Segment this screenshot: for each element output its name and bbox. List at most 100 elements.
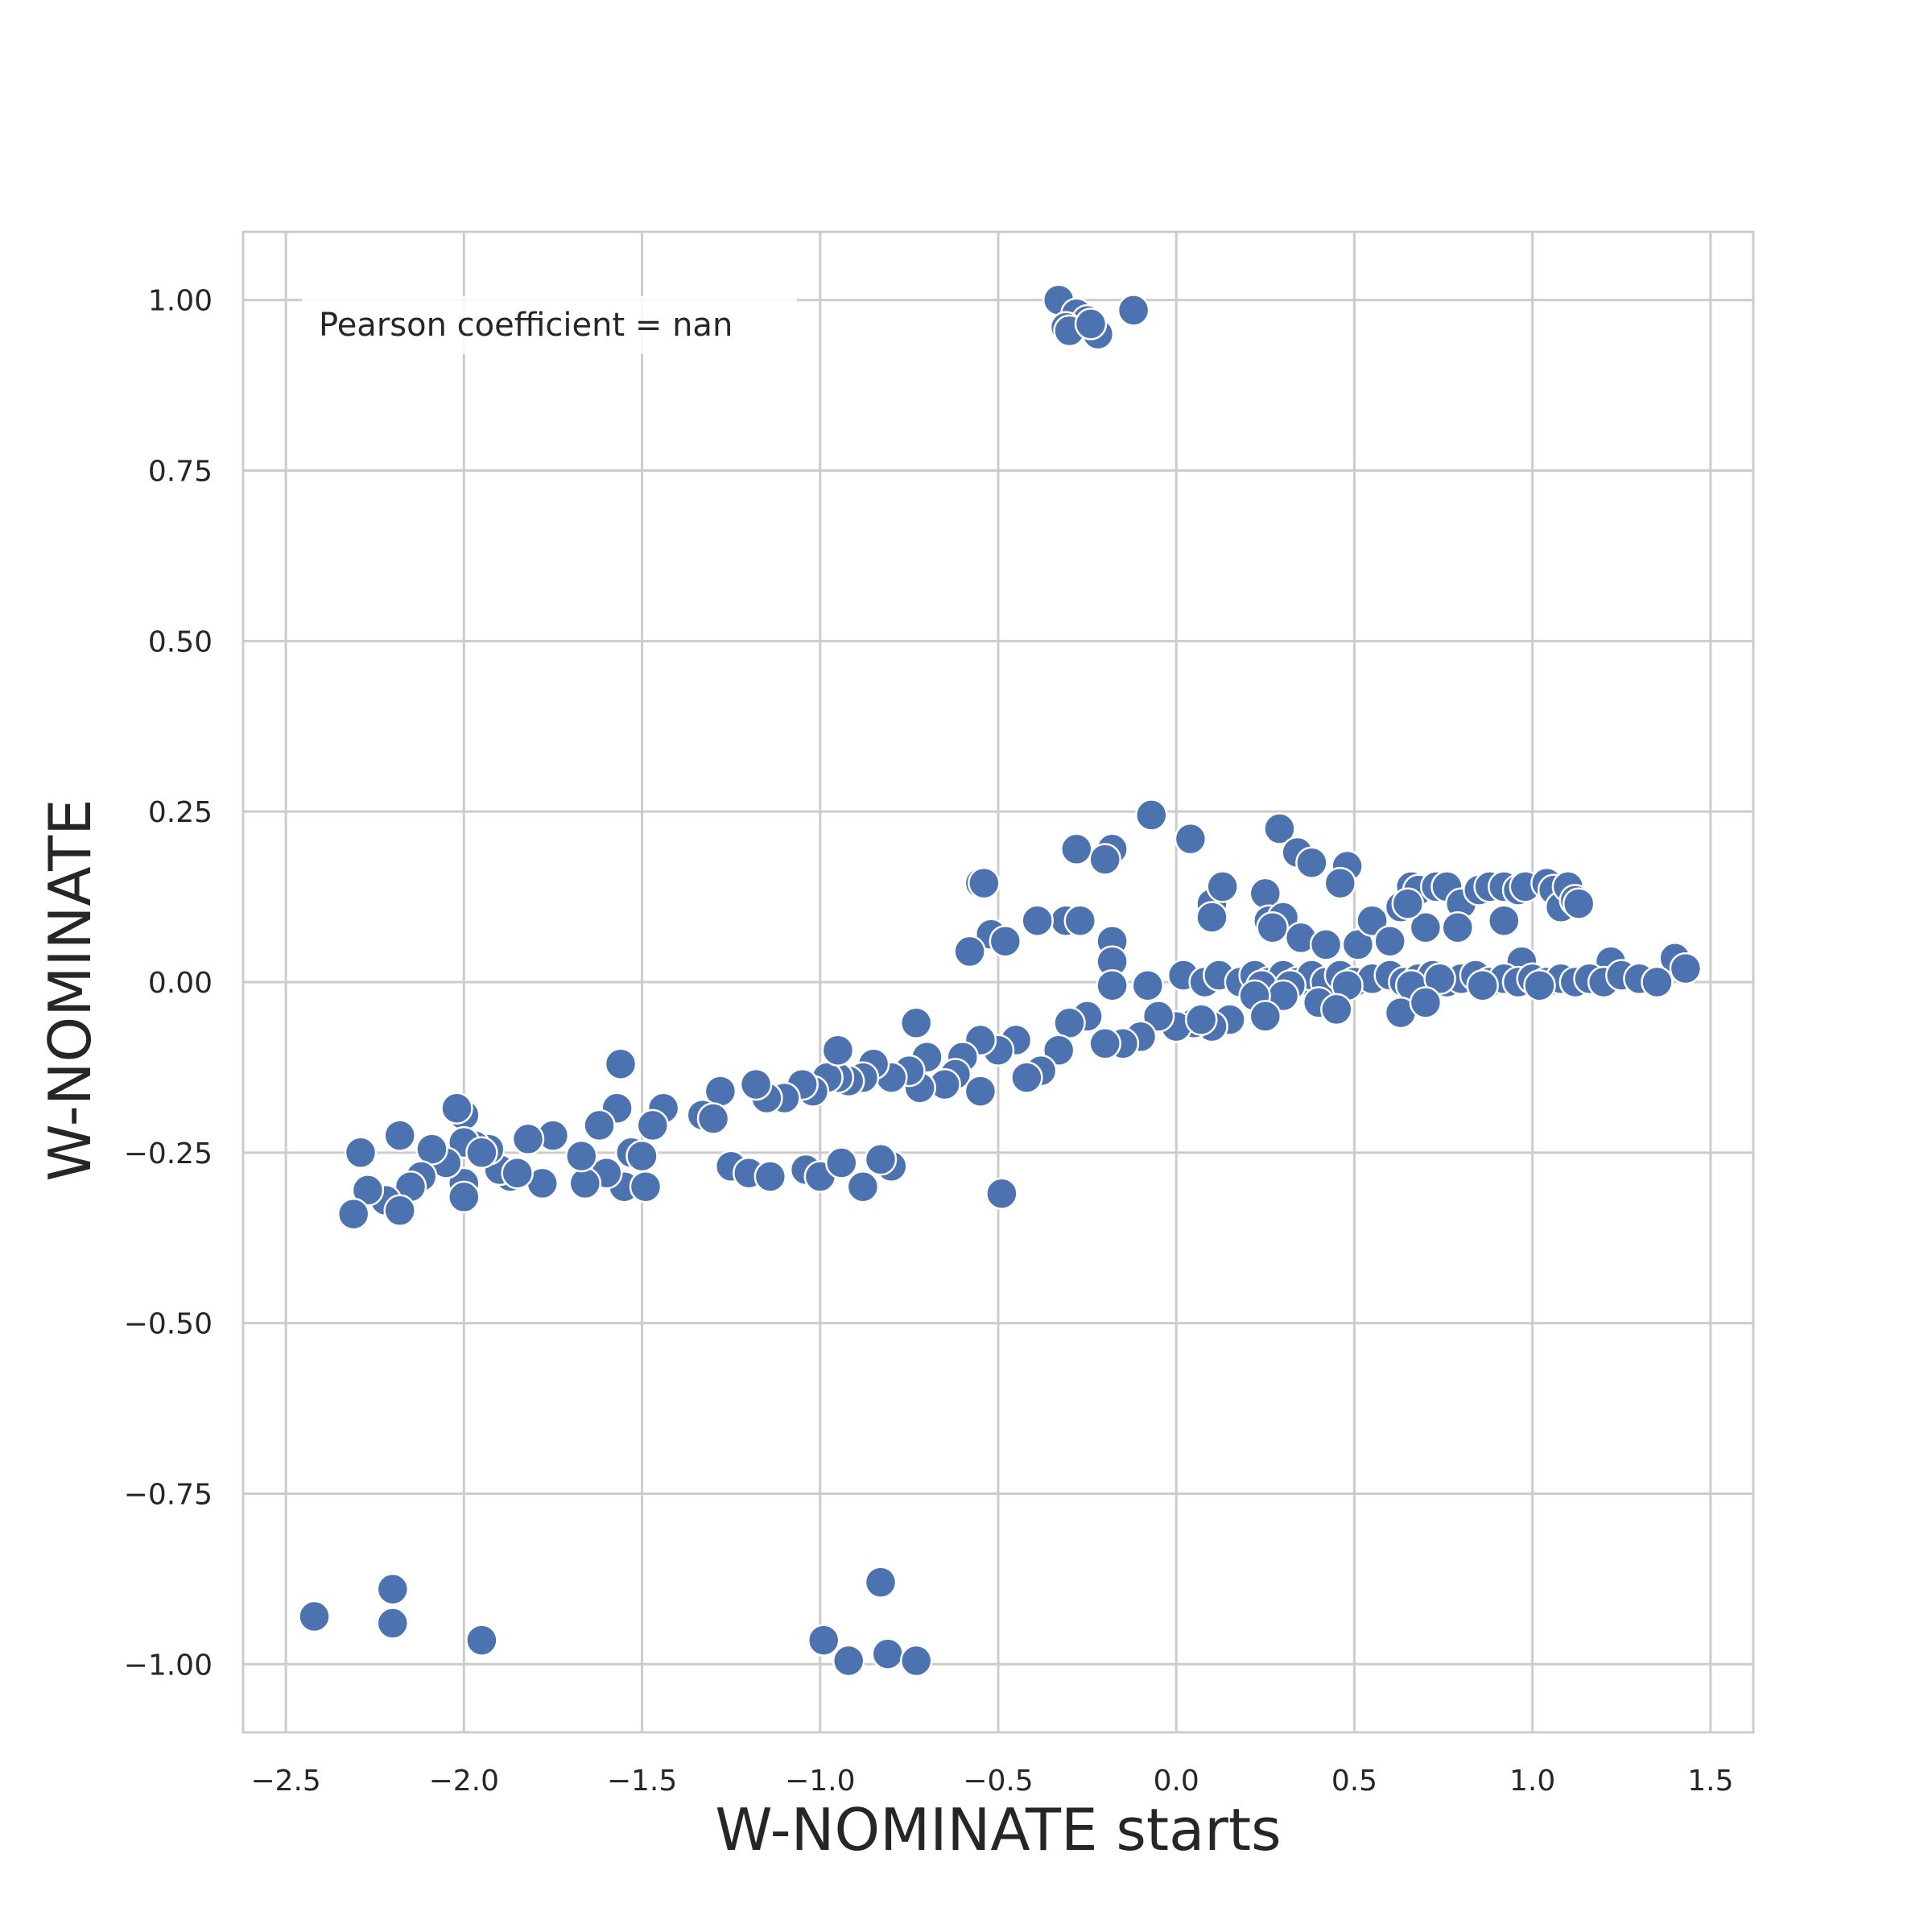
y-tick-label: 0.25 [148, 796, 213, 829]
scatter-point [376, 1607, 410, 1640]
y-tick-labels: 1.00 0.75 0.50 0.25 0.00 −0.25 −0.50 −0.75 −1.00 [124, 285, 213, 1682]
scatter-point [1523, 968, 1556, 1002]
scatter-point [1320, 993, 1353, 1026]
scatter-point [846, 1170, 880, 1203]
x-tick-label: −1.5 [607, 1765, 677, 1798]
scatter-point [832, 1644, 865, 1678]
scatter-point [1249, 1000, 1282, 1033]
y-tick-label: −1.00 [124, 1649, 213, 1682]
x-tick-label: 1.0 [1509, 1765, 1555, 1798]
scatter-point [298, 1600, 331, 1633]
scatter-point [1088, 843, 1121, 876]
scatter-point [1206, 870, 1239, 903]
scatter-point [1131, 968, 1165, 1002]
scatter-point [864, 1143, 898, 1176]
x-axis-label: W-NOMINATE starts [715, 1796, 1281, 1864]
x-tick-label: 0.5 [1331, 1765, 1377, 1798]
scatter-point [448, 1180, 481, 1214]
scatter-point [1323, 866, 1357, 900]
x-tick-labels: −2.5 −2.0 −1.5 −1.0 −0.5 0.0 0.5 1.0 1.5 [250, 1765, 1733, 1798]
scatter-point [336, 1197, 370, 1231]
scatter-point [1373, 924, 1406, 958]
scatter-point [953, 935, 986, 968]
scatter-point [1441, 910, 1475, 944]
scatter-point [899, 1006, 933, 1040]
scatter-point [465, 1136, 498, 1170]
scatter-point [383, 1194, 416, 1228]
y-tick-label: −0.50 [124, 1308, 213, 1341]
scatter-point [989, 924, 1022, 958]
scatter-point [383, 1119, 416, 1152]
scatter-point [1309, 928, 1343, 961]
y-tick-label: 0.00 [148, 967, 213, 1000]
scatter-point [1063, 904, 1097, 937]
scatter-point [1042, 1034, 1075, 1067]
scatter-point [511, 1122, 545, 1156]
scatter-point [871, 1637, 905, 1670]
scatter-point [565, 1139, 598, 1173]
pearson-annotation: Pearson coefficient = nan [319, 307, 733, 344]
x-tick-label: −2.5 [250, 1765, 320, 1798]
scatter-points [298, 283, 1703, 1678]
scatter-point [968, 866, 1001, 900]
scatter-point [1135, 799, 1168, 832]
scatter-point [604, 1047, 638, 1080]
scatter-point [1391, 887, 1425, 920]
y-tick-label: 0.75 [148, 456, 213, 489]
scatter-point [1096, 968, 1129, 1002]
scatter-point [1356, 904, 1389, 937]
scatter-point [1669, 952, 1703, 985]
scatter-point [568, 1166, 602, 1200]
scatter-point [1295, 846, 1328, 879]
x-tick-label: −2.0 [429, 1765, 499, 1798]
scatter-point [1409, 986, 1443, 1019]
scatter-point [1409, 910, 1443, 944]
scatter-point [1423, 962, 1456, 996]
y-tick-label: −0.25 [124, 1137, 213, 1170]
scatter-point [1060, 832, 1093, 866]
scatter-point [753, 1160, 787, 1193]
scatter-point [1021, 904, 1054, 937]
scatter-point [825, 1146, 858, 1179]
x-tick-label: 1.5 [1687, 1765, 1733, 1798]
scatter-point [1256, 910, 1289, 944]
scatter-point [1117, 294, 1150, 327]
scatter-point [1488, 904, 1521, 937]
scatter-point [821, 1034, 855, 1067]
scatter-point [583, 1108, 616, 1142]
scatter-point [964, 1075, 997, 1108]
scatter-point [1088, 1027, 1121, 1060]
scatter-point [1195, 901, 1228, 934]
annotation-background [302, 296, 797, 354]
scatter-point [807, 1624, 840, 1657]
x-tick-label: −1.0 [785, 1765, 855, 1798]
scatter-point [629, 1170, 663, 1203]
scatter-point [739, 1067, 773, 1101]
scatter-point [501, 1156, 534, 1190]
scatter-point [625, 1139, 658, 1173]
scatter-point [351, 1174, 385, 1207]
y-axis-label: W-NOMINATE [36, 799, 104, 1181]
scatter-point [696, 1102, 730, 1135]
scatter-point [344, 1136, 378, 1170]
scatter-point [1053, 1006, 1086, 1040]
scatter-point [636, 1108, 670, 1142]
y-tick-label: 0.50 [148, 625, 213, 658]
y-tick-label: −0.75 [124, 1478, 213, 1511]
scatter-point [1074, 308, 1108, 341]
scatter-point [1010, 1061, 1043, 1094]
scatter-point [465, 1624, 498, 1657]
scatter-point [899, 1644, 933, 1678]
y-tick-label: 1.00 [148, 285, 213, 318]
scatter-point [985, 1177, 1018, 1210]
scatter-point [1562, 887, 1596, 920]
plot-frame [242, 230, 1755, 1734]
x-tick-label: 0.0 [1154, 1765, 1199, 1798]
scatter-point [1466, 968, 1499, 1002]
scatter-point [1174, 822, 1208, 856]
scatter-point [1641, 965, 1674, 999]
scatter-point [1263, 812, 1296, 845]
scatter-point [864, 1566, 898, 1599]
scatter-point [415, 1133, 448, 1166]
